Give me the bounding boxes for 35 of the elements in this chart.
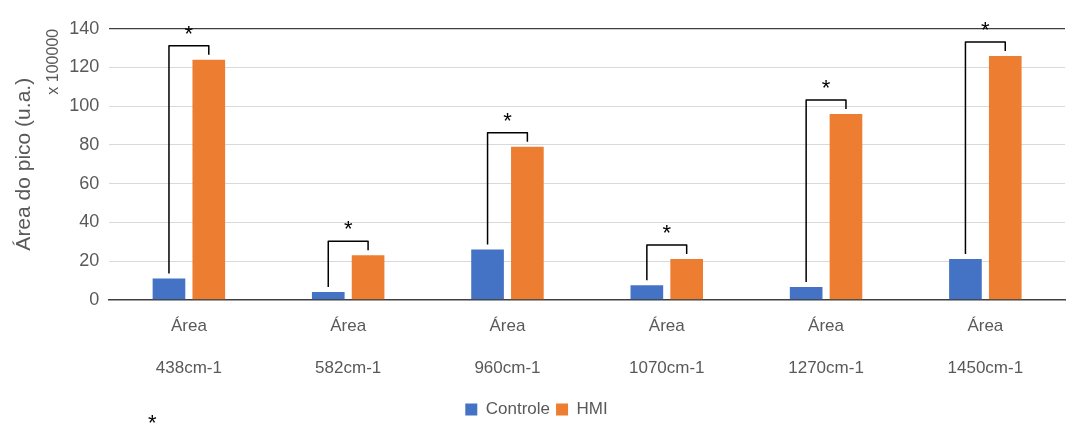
y-tick-label: 60 bbox=[79, 172, 100, 193]
annotation: * bbox=[503, 107, 513, 133]
bar bbox=[829, 113, 863, 300]
y-tick-label: 40 bbox=[79, 211, 100, 232]
bar bbox=[511, 146, 544, 300]
y-tick-label: 0 bbox=[89, 288, 100, 309]
y-axis-title: Área do pico (u.a.) bbox=[11, 77, 35, 251]
bar bbox=[192, 59, 226, 300]
text: * bbox=[148, 410, 157, 428]
category-label: Área 582cm-1 bbox=[315, 316, 382, 377]
bar bbox=[670, 259, 703, 300]
legend-label: Controle bbox=[485, 399, 551, 419]
category-label: Área 1270cm-1 bbox=[788, 316, 864, 377]
bar bbox=[949, 259, 982, 300]
text: x 100000 bbox=[43, 28, 61, 95]
annotation: * bbox=[821, 74, 831, 100]
bar bbox=[630, 285, 664, 300]
bar bbox=[789, 287, 823, 300]
annotation: * bbox=[343, 216, 353, 242]
bar bbox=[152, 278, 186, 300]
legend-label: HMI bbox=[576, 399, 608, 419]
bar bbox=[351, 255, 385, 300]
y-tick-label: 80 bbox=[79, 133, 100, 154]
annotation: * bbox=[662, 220, 672, 246]
bar bbox=[471, 249, 504, 300]
category-label: Área 1070cm-1 bbox=[628, 316, 705, 377]
bar bbox=[311, 291, 345, 300]
category-label: Área 438cm-1 bbox=[155, 316, 222, 377]
y-tick-label: 140 bbox=[69, 17, 100, 38]
bar bbox=[988, 55, 1022, 300]
y-tick-label: 100 bbox=[69, 95, 100, 116]
y-tick-label: 120 bbox=[69, 56, 100, 77]
category-label: Área 960cm-1 bbox=[474, 316, 541, 377]
y-tick-label: 20 bbox=[79, 249, 100, 270]
category-label: Área 1450cm-1 bbox=[947, 316, 1024, 377]
